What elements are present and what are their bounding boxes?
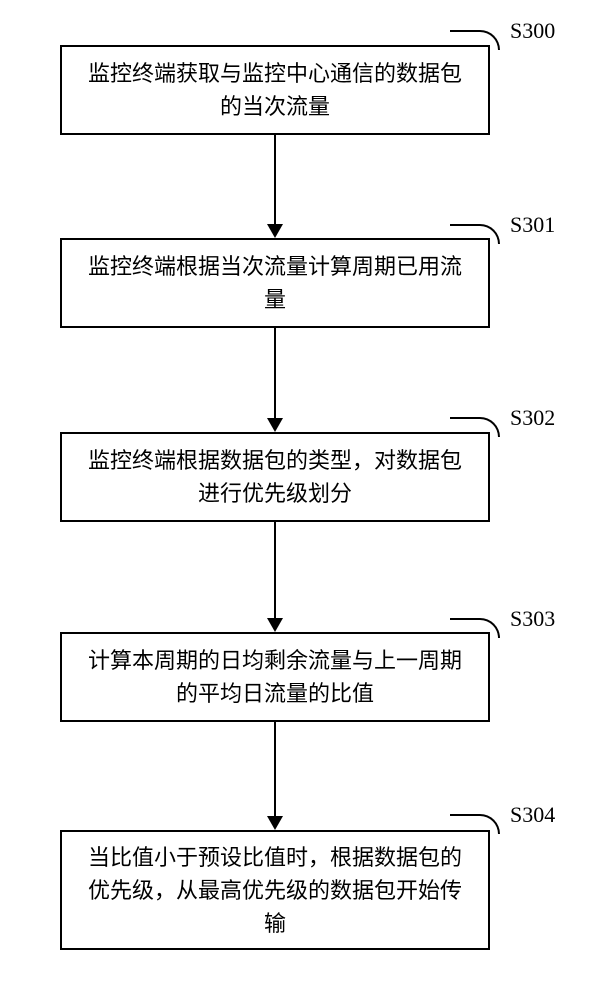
arrow-line-4 xyxy=(274,722,276,816)
step-label-s300: S300 xyxy=(510,18,555,44)
arrow-line-1 xyxy=(274,135,276,224)
arrow-line-3 xyxy=(274,522,276,618)
arrow-head-2 xyxy=(267,418,283,432)
step-text-s304: 当比值小于预设比值时，根据数据包的优先级，从最高优先级的数据包开始传输 xyxy=(80,841,470,940)
leader-s303 xyxy=(450,618,500,638)
step-text-s302: 监控终端根据数据包的类型，对数据包进行优先级划分 xyxy=(80,444,470,510)
step-label-s304: S304 xyxy=(510,802,555,828)
step-text-s300: 监控终端获取与监控中心通信的数据包的当次流量 xyxy=(80,57,470,123)
step-box-s300: 监控终端获取与监控中心通信的数据包的当次流量 xyxy=(60,45,490,135)
step-box-s301: 监控终端根据当次流量计算周期已用流量 xyxy=(60,238,490,328)
step-box-s302: 监控终端根据数据包的类型，对数据包进行优先级划分 xyxy=(60,432,490,522)
arrow-line-2 xyxy=(274,328,276,418)
arrow-head-3 xyxy=(267,618,283,632)
leader-s304 xyxy=(450,814,500,834)
arrow-head-4 xyxy=(267,816,283,830)
step-text-s301: 监控终端根据当次流量计算周期已用流量 xyxy=(80,250,470,316)
step-box-s304: 当比值小于预设比值时，根据数据包的优先级，从最高优先级的数据包开始传输 xyxy=(60,830,490,950)
leader-s300 xyxy=(450,30,500,50)
leader-s301 xyxy=(450,224,500,244)
step-box-s303: 计算本周期的日均剩余流量与上一周期的平均日流量的比值 xyxy=(60,632,490,722)
leader-s302 xyxy=(450,417,500,437)
step-label-s303: S303 xyxy=(510,606,555,632)
arrow-head-1 xyxy=(267,224,283,238)
flowchart-container: 监控终端获取与监控中心通信的数据包的当次流量 S300 监控终端根据当次流量计算… xyxy=(0,0,611,1000)
step-label-s302: S302 xyxy=(510,405,555,431)
step-label-s301: S301 xyxy=(510,212,555,238)
step-text-s303: 计算本周期的日均剩余流量与上一周期的平均日流量的比值 xyxy=(80,644,470,710)
